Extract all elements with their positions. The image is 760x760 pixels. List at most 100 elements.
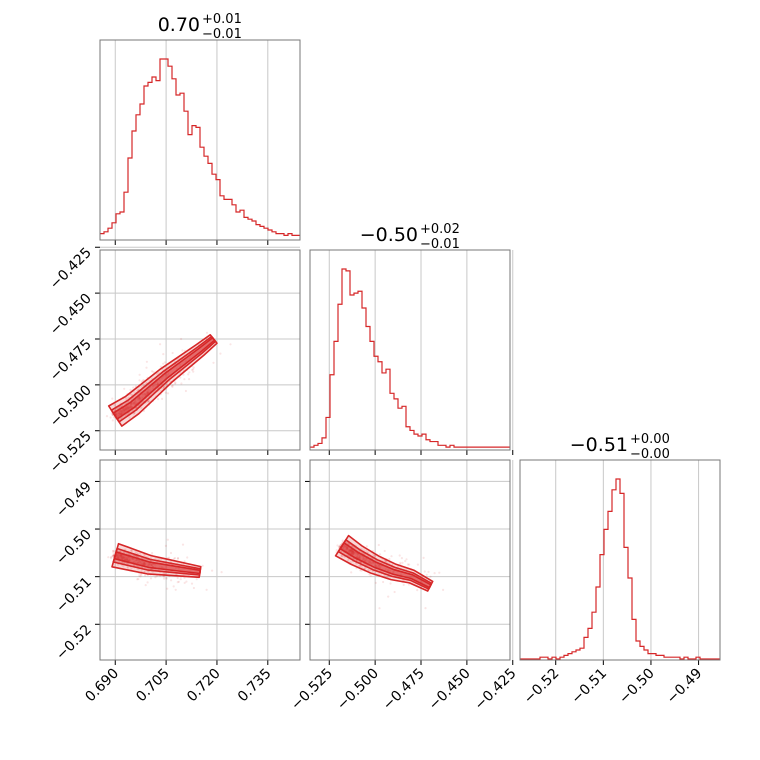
2d-param1-param3-sample-point	[120, 561, 124, 564]
2d-param2-param3-sample-point	[374, 564, 377, 568]
2d-param1-param3-sample-point	[112, 549, 115, 553]
2d-param1-param3-sample-point	[120, 556, 123, 559]
2d-param2-param3-sample-point	[344, 545, 347, 548]
2d-param2-param3-sample-point	[438, 571, 441, 574]
2d-param2-param3-sample-point	[351, 549, 354, 552]
2d-param1-param2-sample-point	[118, 413, 122, 417]
2d-param1-param3-sample-point	[136, 561, 139, 564]
2d-param1-param2-sample-point	[141, 393, 144, 396]
2d-param1-param2-sample-point	[123, 409, 126, 412]
2d-param2-param3-sample-point	[364, 567, 367, 570]
2d-param1-param2-sample-point	[118, 412, 121, 415]
2d-param2-param3-frame	[309, 459, 511, 661]
2d-param2-param3-sample-point	[366, 559, 369, 562]
2d-param1-param2-sample-point	[120, 411, 123, 414]
2d-param1-param2-sample-point	[192, 368, 195, 371]
2d-param1-param2-sample-point	[105, 415, 109, 418]
2d-param1-param2-sample-point	[129, 388, 132, 391]
2d-param1-param3-sample-point	[137, 561, 140, 564]
2d-param2-param3-sample-point	[362, 557, 365, 560]
2d-param2-param3-sample-point	[367, 569, 370, 572]
2d-param1-param3-sample-point	[144, 562, 147, 565]
2d-param1-param3-sample-point	[112, 554, 115, 557]
2d-param2-param3-sample-point	[364, 557, 367, 560]
2d-param1-param3-sample-point	[127, 559, 131, 562]
2d-param1-param2-sample-point	[120, 412, 123, 415]
2d-param1-param3-sample-point	[140, 561, 143, 564]
2d-param1-param3-sample-point	[122, 565, 125, 568]
2d-param1-param3-sample-point	[112, 549, 115, 553]
2d-param1-param3-sample-point	[126, 558, 129, 561]
2d-param1-param2-sample-point	[140, 406, 143, 409]
2d-param2-param3-sample-point	[349, 549, 352, 552]
2d-param1-param2-sample-point	[170, 384, 173, 387]
2d-param1-param3-sample-point	[134, 559, 137, 562]
2d-param1-param3-sample-point	[151, 563, 154, 566]
2d-param1-param3-sample-point	[122, 556, 125, 559]
2d-param1-param2-sample-point	[138, 397, 141, 400]
2d-param1-param3-sample-point	[163, 575, 166, 578]
2d-param1-param2-sample-point	[122, 408, 125, 411]
2d-param1-param3-sample-point	[125, 558, 128, 562]
2d-param1-param2-sample-point	[157, 398, 160, 401]
2d-param1-param3-sample-point	[133, 559, 137, 562]
2d-param1-param2-sample-point	[162, 386, 165, 389]
2d-param1-param3-sample-point	[122, 556, 125, 560]
2d-param1-param3-sample-point	[109, 556, 113, 559]
2d-param1-param3-sample-point	[195, 578, 198, 581]
2d-param1-param3-sample-point	[160, 566, 163, 569]
2d-param1-param3-sample-point	[166, 587, 169, 590]
2d-param2-param3-sample-point	[349, 549, 352, 552]
2d-param1-param2-sample-point	[168, 380, 171, 383]
2d-param1-param3-sample-point	[121, 556, 125, 559]
2d-param2-param3-sample-point	[390, 555, 393, 558]
2d-param2-param3-sample-point	[368, 561, 371, 564]
2d-param2-param3-sample-point	[339, 544, 342, 547]
2d-param2-param3-sample-point	[370, 562, 373, 566]
2d-param1-param3-sample-point	[125, 557, 128, 560]
2d-param1-param3-sample-point	[130, 549, 133, 553]
2d-param1-param3-sample-point	[176, 557, 180, 560]
2d-param2-param3-sample-point	[350, 571, 353, 574]
2d-param1-param3-sample-point	[183, 560, 186, 563]
2d-param2-param3-sample-point	[364, 559, 367, 562]
2d-param1-param2-sample-point	[117, 412, 120, 415]
hist-2-title: −0.50	[360, 224, 418, 246]
2d-param1-param3-sample-point	[117, 556, 120, 559]
2d-param2-param3-sample-point	[442, 588, 445, 592]
2d-param1-param3-sample-point	[176, 557, 180, 560]
2d-param1-param2-sample-point	[133, 402, 136, 405]
2d-param1-param2-sample-point	[125, 408, 128, 411]
2d-param2-param3-sample-point	[350, 549, 353, 552]
2d-param1-param2-sample-point	[117, 412, 121, 415]
hist-param-2-steps	[310, 268, 510, 448]
2d-param2-param3-sample-point	[429, 575, 432, 578]
2d-param1-param3-sample-point	[147, 562, 150, 566]
2d-param2-param3-sample-point	[346, 547, 349, 550]
2d-param1-param3-sample-point	[120, 554, 123, 557]
2d-param2-param3-sample-point	[368, 561, 371, 564]
2d-param1-param3-sample-point	[132, 560, 135, 563]
2d-param1-param3-sample-point	[139, 575, 142, 578]
2d-param1-param2-sample-point	[145, 392, 148, 395]
2d-param1-param3-sample-point	[130, 549, 133, 552]
2d-param2-param3-sample-point	[358, 556, 361, 559]
2d-param1-param2-sample-point	[126, 407, 129, 410]
2d-param1-param3-sample-point	[164, 544, 167, 548]
2d-param1-param3-sample-point	[143, 562, 146, 565]
2d-param1-param3-sample-point	[124, 558, 127, 562]
2d-param1-param2-sample-point	[143, 392, 147, 395]
2d-param1-param3-sample-point	[125, 557, 128, 560]
2d-param1-param2-sample-point	[137, 397, 140, 400]
2d-param2-param3-sample-point	[351, 552, 354, 555]
2d-param2-param3-sample-point	[351, 549, 354, 552]
2d-param1-param2-sample-point	[157, 371, 160, 375]
2d-param2-param3-sample-point	[352, 550, 355, 554]
2d-param1-param2-sample-point	[164, 391, 167, 394]
2d-param2-param3-sample-point	[346, 559, 350, 562]
2d-param2-param3-sample-point	[369, 560, 372, 563]
2d-param2-param3-sample-point	[356, 554, 359, 557]
2d-param1-param2-sample-point	[111, 397, 114, 400]
2d-param2-param3-sample-point	[405, 558, 408, 561]
2d-param2-param3-sample-point	[349, 555, 352, 558]
